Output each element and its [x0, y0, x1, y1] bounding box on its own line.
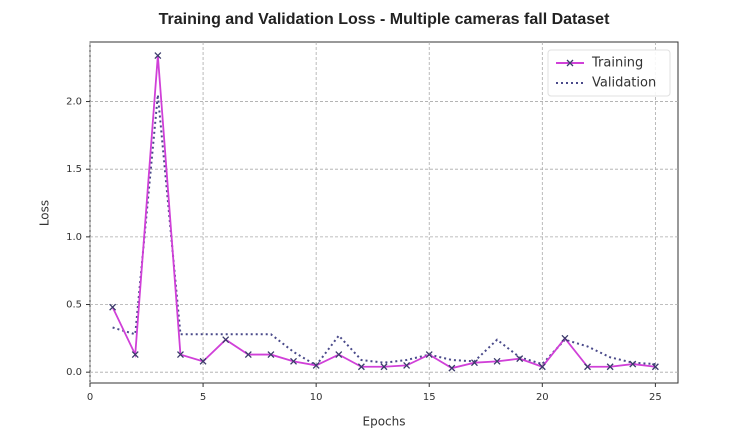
legend-label: Validation: [592, 76, 656, 91]
x-tick-label: 10: [310, 392, 323, 403]
data-point: [267, 351, 275, 359]
data-point: [561, 334, 569, 342]
data-point: [290, 357, 297, 365]
data-point: [629, 360, 637, 368]
plot-area: [89, 41, 679, 384]
data-point: [109, 303, 117, 311]
data-point: [606, 363, 614, 371]
data-point: [538, 363, 546, 371]
y-tick-label: 1.5: [66, 164, 82, 175]
x-tick-label: 5: [200, 392, 206, 403]
data-point: [131, 351, 139, 359]
y-tick-label: 0.0: [66, 367, 82, 378]
data-point: [312, 361, 320, 369]
data-point: [177, 351, 184, 359]
data-point: [380, 363, 388, 371]
data-point: [403, 361, 411, 369]
y-axis-label: Loss: [38, 200, 52, 226]
x-tick-label: 0: [87, 392, 93, 403]
legend-box: [547, 49, 671, 97]
data-point: [448, 364, 456, 372]
data-point: [199, 357, 207, 365]
x-tick-label: 25: [649, 392, 662, 403]
data-point: [154, 52, 162, 59]
data-point: [357, 363, 365, 371]
x-tick-label: 20: [536, 392, 549, 403]
chart-title: Training and Validation Loss - Multiple …: [159, 11, 610, 28]
x-axis-label: Epochs: [363, 415, 406, 429]
data-point: [425, 351, 433, 359]
data-point: [222, 336, 230, 344]
data-point: [471, 359, 478, 367]
data-point: [516, 355, 524, 363]
data-point: [493, 357, 501, 365]
data-point: [651, 363, 659, 371]
y-tick-label: 0.5: [66, 300, 82, 311]
x-tick-label: 15: [423, 392, 436, 403]
data-point: [335, 351, 343, 359]
y-tick-label: 1.0: [66, 232, 82, 243]
data-point: [244, 351, 252, 359]
legend-marker: [566, 59, 574, 67]
y-tick-label: 2.0: [66, 97, 82, 108]
data-point: [584, 363, 591, 371]
legend-label: Training: [591, 56, 643, 71]
